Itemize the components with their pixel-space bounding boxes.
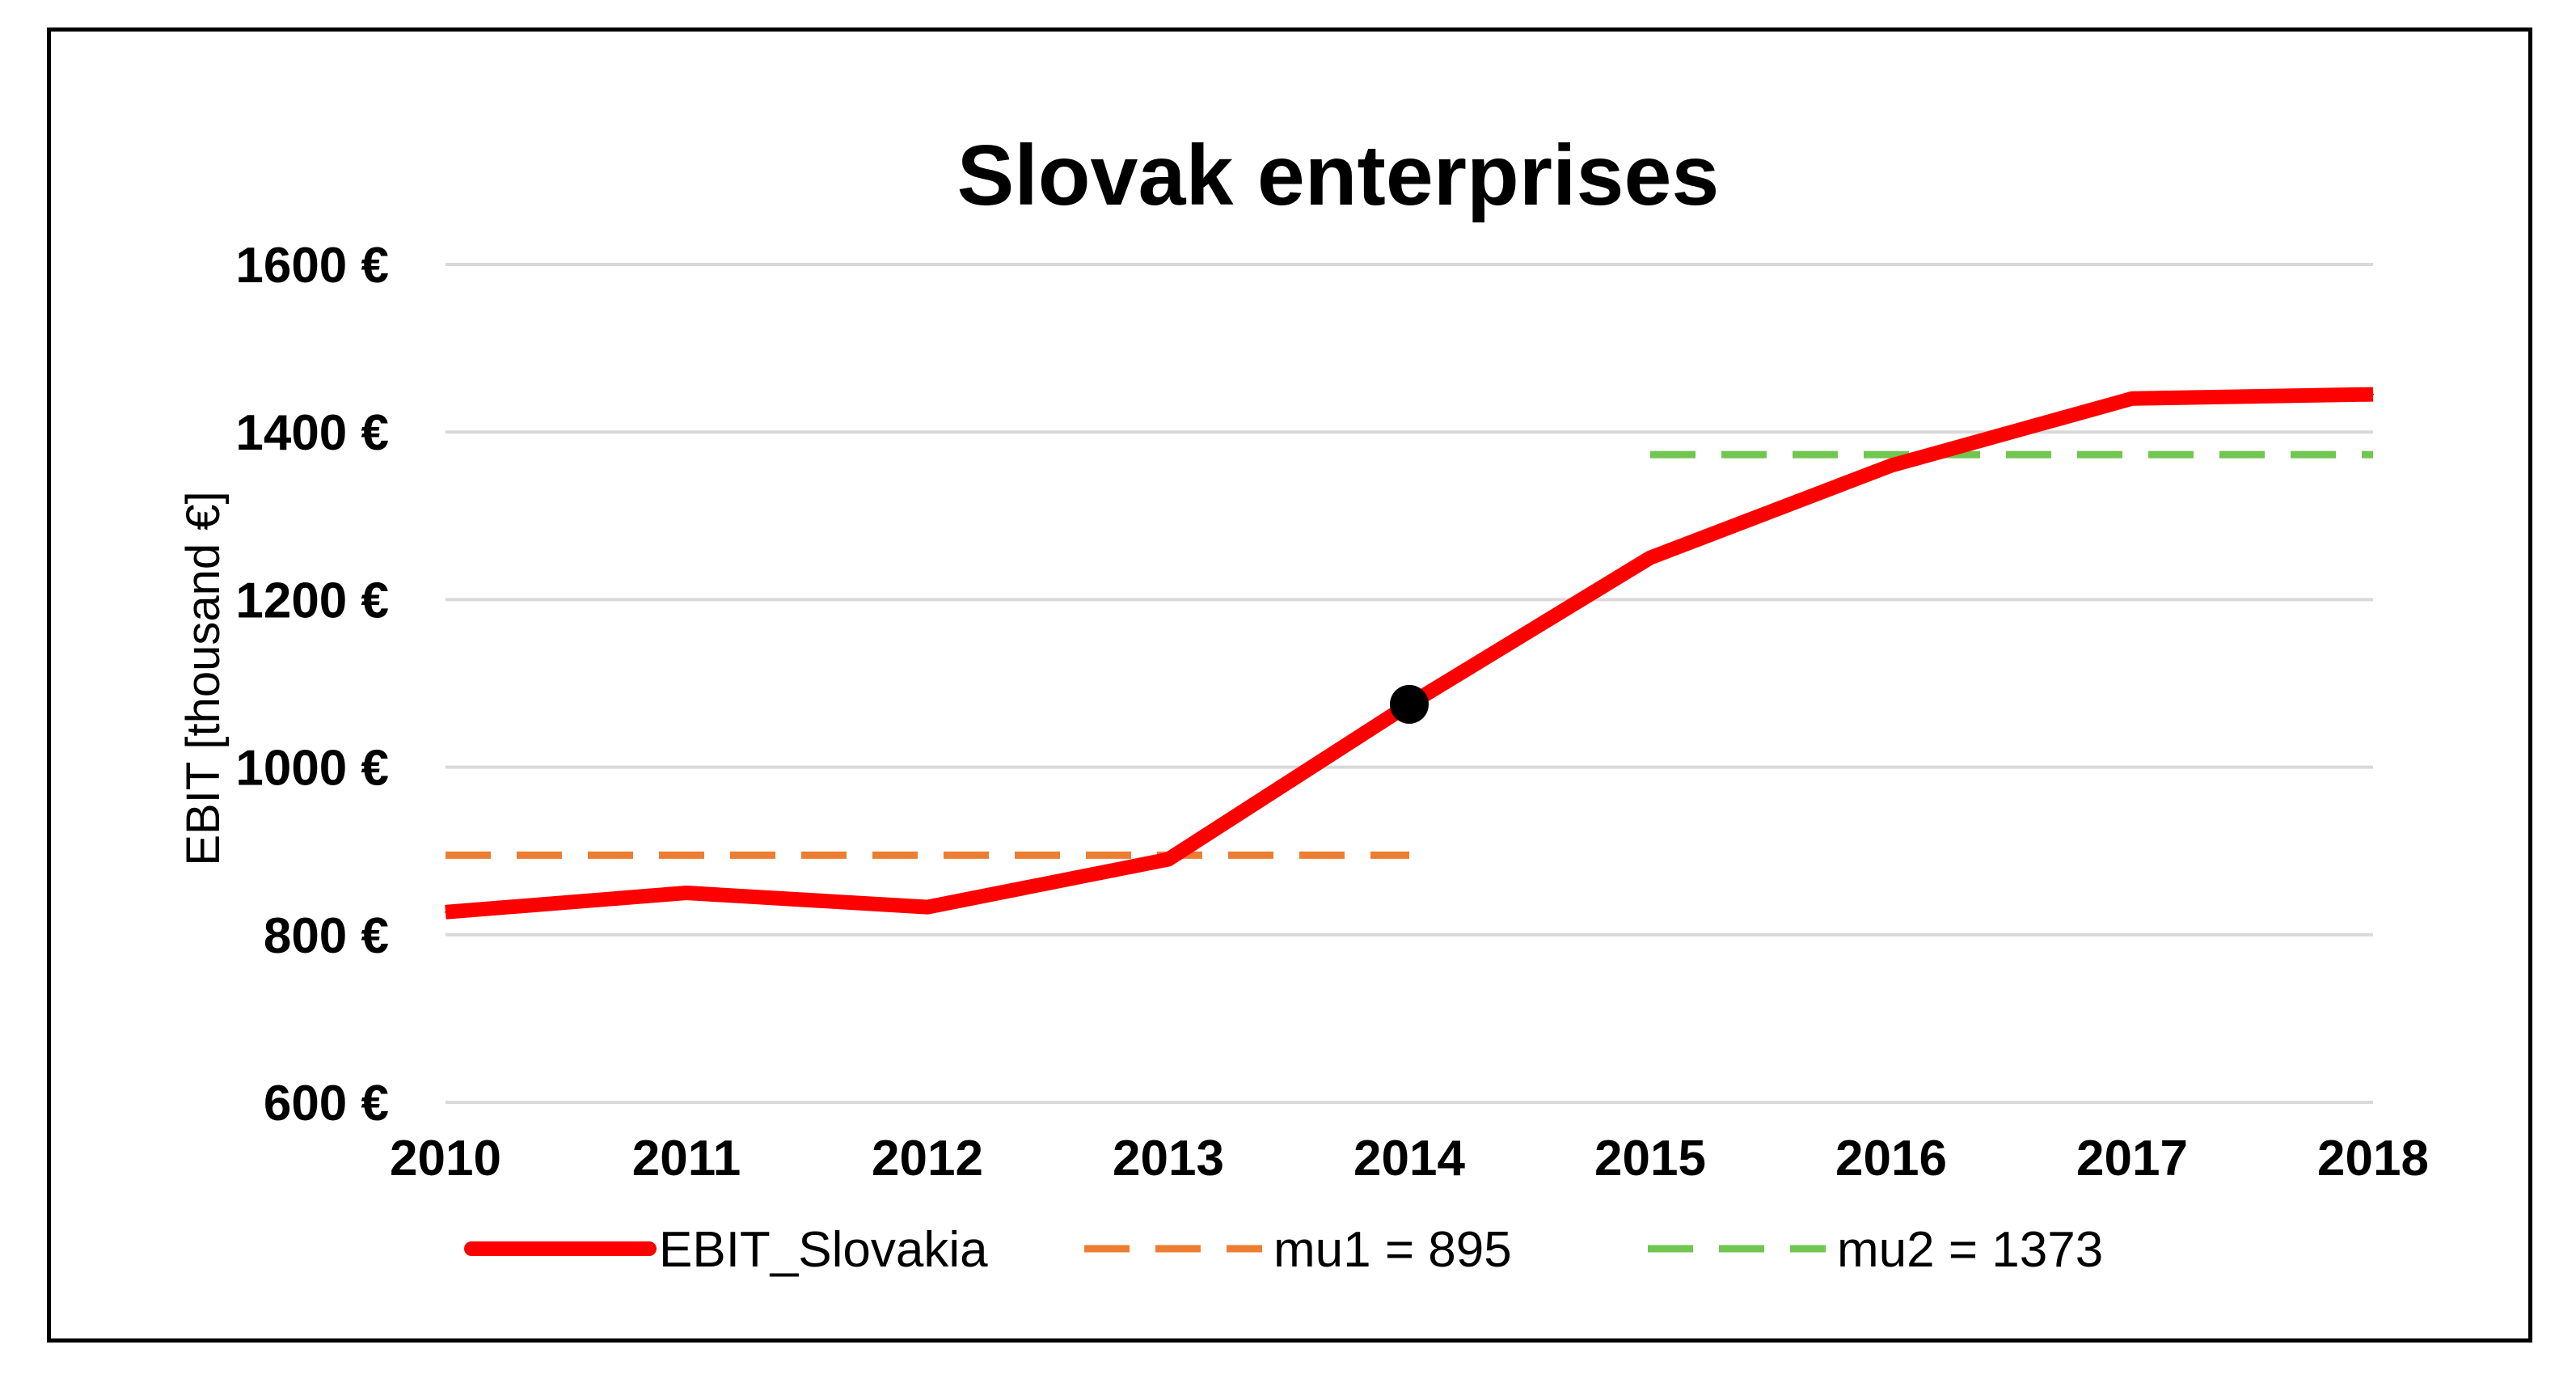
legend: EBIT_Slovakia mu1 = 895 mu2 = 1373: [464, 1222, 2103, 1278]
x-tick-label: 2011: [632, 1131, 741, 1186]
legend-item-mu1: mu1 = 895: [1084, 1222, 1512, 1278]
y-tick-label: 1000 €: [235, 741, 389, 797]
y-axis-label: EBIT [thousand €]: [177, 491, 230, 865]
change-point-marker: [1390, 684, 1429, 724]
x-tick-label: 2015: [1594, 1131, 1706, 1186]
chart-title: Slovak enterprises: [957, 128, 1720, 223]
chart: Slovak enterprises EBIT [thousand €] 600…: [177, 128, 2429, 1278]
y-tick-label: 1400 €: [235, 405, 389, 461]
x-tick-label: 2013: [1113, 1131, 1224, 1186]
y-tick-label: 1200 €: [235, 573, 389, 628]
data-point-ebit-2010: [445, 911, 446, 913]
data-point-ebit-2012: [927, 906, 928, 908]
legend-item-ebit: EBIT_Slovakia: [464, 1222, 988, 1278]
grid: [446, 263, 2373, 1104]
y-tick-label: 800 €: [264, 908, 389, 964]
x-tick-label: 2016: [1835, 1131, 1947, 1186]
y-tick-label: 1600 €: [235, 238, 389, 294]
data-point-ebit-2013: [1168, 858, 1169, 861]
series-layer: [445, 387, 2374, 920]
x-tick-labels: 2010 2011 2012 2013 2014 2015 2016 2017 2018: [390, 1131, 2429, 1186]
x-tick-label: 2010: [390, 1131, 501, 1186]
x-tick-label: 2017: [2076, 1131, 2188, 1186]
y-tick-labels: 600 € 800 € 1000 € 1200 € 1400 € 1600 €: [235, 238, 389, 1131]
legend-item-mu2: mu2 = 1373: [1648, 1222, 2103, 1278]
x-tick-label: 2012: [872, 1131, 983, 1186]
data-point-ebit-2011: [686, 892, 687, 894]
chart-frame: Slovak enterprises EBIT [thousand €] 600…: [47, 27, 2532, 1343]
legend-label-ebit: EBIT_Slovakia: [659, 1222, 988, 1278]
data-point-ebit-2015: [1649, 556, 1651, 559]
data-point-ebit-2017: [2131, 397, 2133, 400]
legend-label-mu1: mu1 = 895: [1273, 1222, 1512, 1278]
x-tick-label: 2014: [1353, 1131, 1465, 1186]
y-tick-label: 600 €: [264, 1076, 389, 1131]
data-point-ebit-2016: [1890, 464, 1892, 467]
legend-label-mu2: mu2 = 1373: [1837, 1222, 2103, 1278]
x-tick-label: 2018: [2317, 1131, 2429, 1186]
data-point-ebit-2018: [2372, 393, 2374, 395]
series-line-ebit: [445, 387, 2374, 920]
